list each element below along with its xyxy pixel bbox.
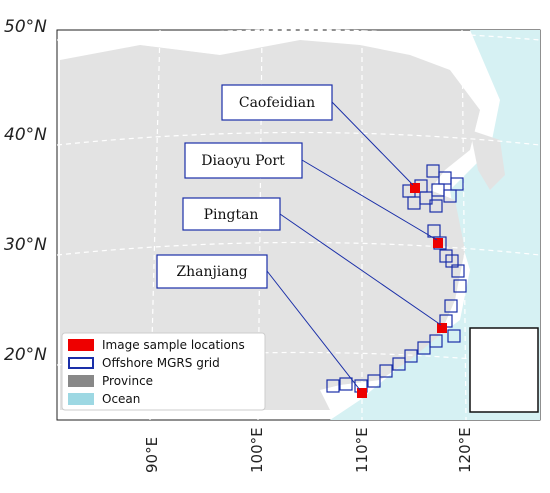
- leader-lines: [266, 101, 442, 391]
- korea: [470, 130, 505, 190]
- legend-label: Ocean: [102, 392, 140, 406]
- lat-label: 50°N: [4, 17, 47, 37]
- legend-swatch: [68, 357, 94, 369]
- legend-label: Offshore MGRS grid: [102, 356, 220, 370]
- inset-map: [469, 327, 539, 413]
- legend-swatch: [68, 339, 94, 351]
- lat-label: 40°N: [4, 125, 47, 145]
- ocean: [330, 30, 540, 420]
- legend-swatch: [68, 393, 94, 405]
- place-boxes: [156, 84, 333, 289]
- lon-label: 100°E: [248, 427, 266, 473]
- legend-label: Image sample locations: [102, 338, 245, 352]
- lon-label: 120°E: [456, 427, 474, 473]
- place-label: Caofeidian: [239, 95, 315, 111]
- legend-label: Province: [102, 374, 153, 388]
- legend: [61, 332, 266, 411]
- lat-label: 30°N: [4, 235, 47, 255]
- lon-label: 90°E: [143, 437, 161, 473]
- lat-label: 20°N: [4, 345, 47, 365]
- sample-locations: [357, 183, 447, 398]
- lon-label: 110°E: [353, 427, 371, 473]
- place-label: Zhanjiang: [176, 264, 247, 280]
- place-label: Diaoyu Port: [201, 153, 285, 169]
- legend-swatch: [68, 375, 94, 387]
- place-label: Pingtan: [204, 207, 259, 223]
